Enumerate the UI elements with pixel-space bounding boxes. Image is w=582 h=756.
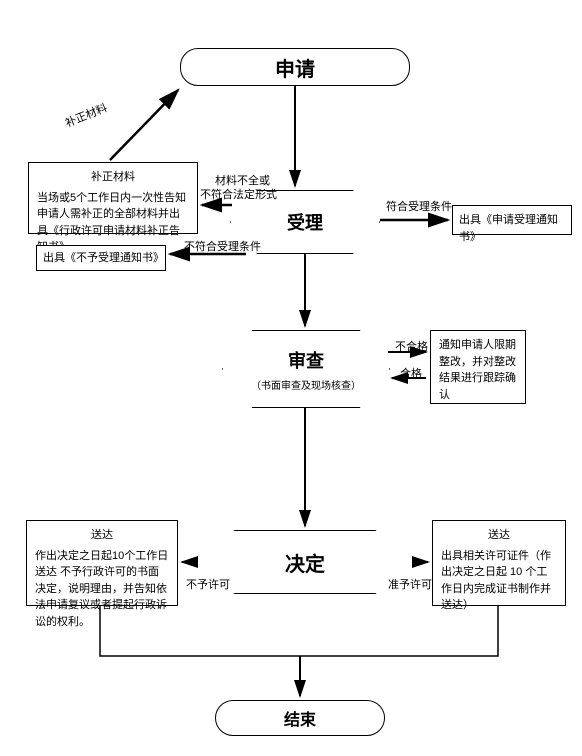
box-deliver-deny-body: 作出决定之日起10个工作日送达 不予行政许可的书面决定，说明理由，并告知依法申请… bbox=[35, 548, 169, 631]
box-reject-notice-body: 出具《不予受理通知书》 bbox=[43, 252, 164, 264]
label-permit: 准予许可 bbox=[388, 576, 432, 592]
label-incomplete: 材料不全或 不符合法定形式 bbox=[200, 174, 270, 203]
node-apply-label: 申请 bbox=[275, 53, 315, 82]
box-deliver-deny-title: 送达 bbox=[35, 527, 169, 544]
box-accept-notice: 出具《申请受理通知书》 bbox=[452, 205, 572, 235]
box-deliver-permit-title: 送达 bbox=[441, 527, 557, 544]
node-review: 审查 （书面审查及现场核查） bbox=[222, 330, 390, 408]
box-supplement: 补正材料 当场或5个工作日内一次性告知申请人需补正的全部材料并出具《行政许可申请… bbox=[28, 162, 198, 234]
box-deliver-permit-body: 出具相关许可证件（作出决定之日起 10 个工作日内完成证书制作并送达） bbox=[441, 548, 557, 614]
label-not-accept: 不符合受理条件 bbox=[184, 238, 261, 254]
node-end: 结束 bbox=[215, 700, 385, 736]
node-review-sub: （书面审查及现场核查） bbox=[251, 377, 361, 392]
flowchart-canvas: 申请 受理 审查 （书面审查及现场核查） 决定 结束 补正材料 当场或5个工作日… bbox=[0, 0, 582, 756]
node-apply: 申请 bbox=[180, 48, 410, 86]
box-accept-notice-body: 出具《申请受理通知书》 bbox=[459, 214, 558, 243]
label-supplement-back: 补正材料 bbox=[63, 99, 110, 130]
label-qualified: 合格 bbox=[400, 365, 422, 381]
box-supplement-title: 补正材料 bbox=[37, 169, 189, 186]
label-deny: 不予许可 bbox=[186, 576, 230, 592]
box-reject-notice: 出具《不予受理通知书》 bbox=[36, 245, 166, 271]
node-decide-label: 决定 bbox=[285, 548, 325, 577]
box-deliver-permit: 送达 出具相关许可证件（作出决定之日起 10 个工作日内完成证书制作并送达） bbox=[432, 520, 566, 606]
label-unqualified: 不合格 bbox=[395, 338, 428, 354]
node-accept-label: 受理 bbox=[287, 209, 323, 235]
node-end-label: 结束 bbox=[284, 706, 316, 730]
label-accept-cond: 符合受理条件 bbox=[386, 198, 452, 214]
box-review-right: 通知申请人限期整改，并对整改结果进行跟踪确认 bbox=[430, 330, 526, 404]
box-review-right-body: 通知申请人限期整改，并对整改结果进行跟踪确认 bbox=[439, 339, 516, 401]
box-deliver-deny: 送达 作出决定之日起10个工作日送达 不予行政许可的书面决定，说明理由，并告知依… bbox=[26, 520, 178, 606]
node-review-label: 审查 bbox=[288, 347, 324, 373]
